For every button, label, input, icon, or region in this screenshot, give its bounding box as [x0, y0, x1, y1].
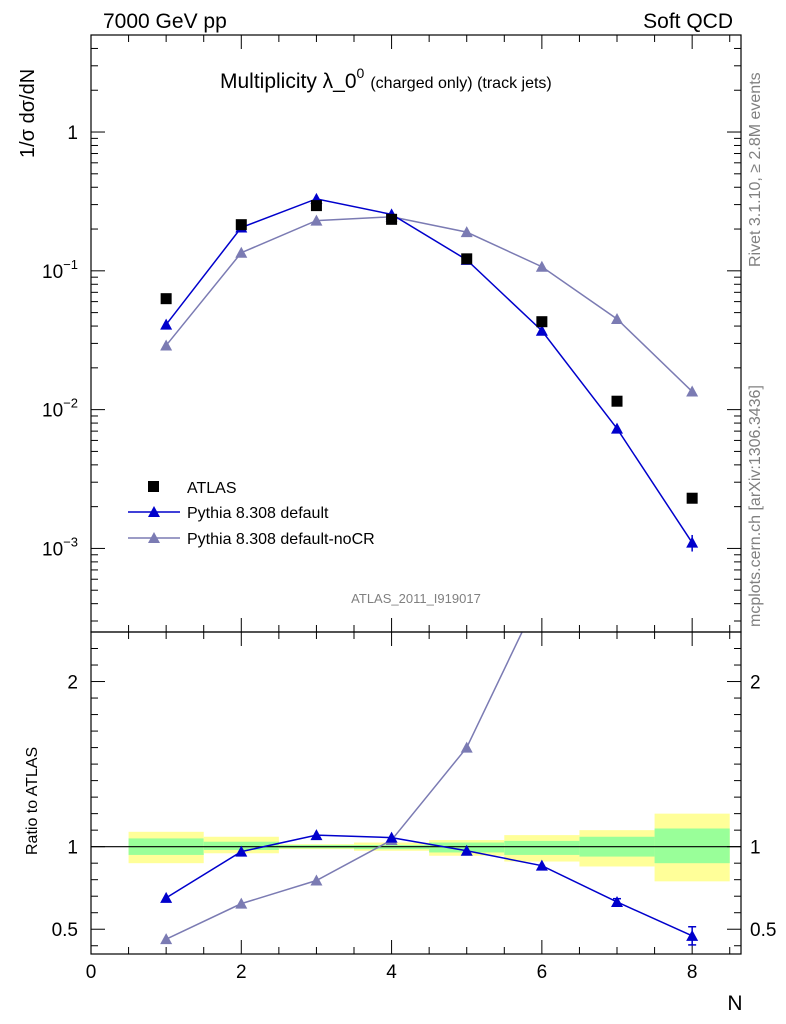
data-point-pythia-8-308-default	[535, 324, 548, 336]
data-point-pythia-8-308-default-nocr	[160, 339, 173, 351]
title-small: (charged only) (track jets)	[370, 75, 551, 92]
ratio-ytick-label-right: 0.5	[750, 920, 776, 941]
data-point-atlas	[310, 200, 322, 212]
plot-title: Multiplicity λ_00 (charged only) (track j…	[220, 65, 552, 93]
x-tick-label: 6	[537, 962, 548, 983]
data-point-pythia-8-308-default-nocr	[686, 385, 699, 397]
main-ylabel: 1/σ dσ/dN	[17, 69, 39, 158]
title-main: Multiplicity λ_0	[220, 70, 357, 93]
main-ytick-label-exponent: −1	[63, 257, 78, 272]
legend-entry-nocr: Pythia 8.308 default-noCR	[128, 531, 375, 548]
ratio-point-pythia-8-308-default	[235, 845, 248, 857]
data-point-pythia-8-308-default-nocr	[460, 226, 473, 238]
main-panel: 10−310−210−11	[42, 34, 742, 633]
legend-entry-atlas: ATLAS	[148, 480, 237, 497]
ratio-point-pythia-8-308-default	[611, 895, 624, 907]
title-superscript: 0	[357, 65, 365, 81]
legend-entry-default: Pythia 8.308 default	[128, 505, 329, 522]
main-ytick-label-base: 10	[42, 262, 63, 283]
ratio-point-pythia-8-308-default-nocr	[310, 874, 323, 886]
ratio-point-pythia-8-308-default	[385, 831, 398, 843]
ratio-point-pythia-8-308-default-nocr	[235, 897, 248, 909]
data-point-pythia-8-308-default-nocr	[235, 246, 248, 258]
main-ytick-label: 10−1	[42, 257, 78, 283]
mcplots-reference-text: mcplots.cern.ch [arXiv:1306.3436]	[747, 385, 764, 627]
data-point-pythia-8-308-default	[611, 422, 624, 434]
ratio-frame	[90, 631, 742, 955]
analysis-watermark: ATLAS_2011_I919017	[351, 591, 481, 606]
data-point-pythia-8-308-default	[160, 318, 173, 330]
data-point-atlas	[160, 293, 172, 305]
data-point-atlas	[386, 213, 398, 225]
data-point-atlas	[611, 395, 623, 407]
main-ytick-label-base: 10	[42, 539, 63, 560]
x-tick-label: 0	[86, 962, 97, 983]
data-point-atlas	[235, 219, 247, 231]
data-point-atlas	[536, 316, 548, 328]
data-point-pythia-8-308-default-nocr	[535, 260, 548, 272]
main-ytick-label: 10−2	[42, 396, 78, 422]
ratio-point-pythia-8-308-default	[460, 844, 473, 856]
ratio-panel: 0.5 0.5 1 1 2 2 0 2 4 6 8	[52, 631, 776, 983]
main-ytick-label: 1	[67, 123, 78, 144]
data-point-pythia-8-308-default-nocr	[611, 312, 624, 324]
legend-label-nocr: Pythia 8.308 default-noCR	[187, 531, 375, 548]
beam-label: 7000 GeV pp	[103, 10, 227, 33]
legend-marker-nocr	[148, 532, 160, 543]
data-point-pythia-8-308-default-nocr	[310, 214, 323, 226]
ratio-line-pythia-8-308-default	[165, 834, 693, 937]
legend-marker-default	[148, 506, 160, 517]
ratio-ylabel: Ratio to ATLAS	[24, 747, 41, 855]
x-axis-label: N	[727, 992, 742, 1015]
series-line-pythia-8-308-default-nocr	[165, 216, 693, 393]
series-line-pythia-8-308-default	[165, 198, 693, 544]
x-tick-label: 8	[687, 962, 698, 983]
main-ytick-label: 10−3	[42, 534, 78, 560]
ratio-point-pythia-8-308-default-nocr	[460, 741, 473, 753]
ratio-band-inner	[654, 828, 730, 864]
ratio-point-pythia-8-308-default	[535, 859, 548, 871]
data-point-atlas	[461, 253, 473, 265]
ratio-ytick-label-left: 2	[67, 673, 78, 694]
ratio-ytick-label-left: 1	[67, 838, 78, 859]
ratio-point-pythia-8-308-default	[686, 929, 699, 941]
ratio-point-pythia-8-308-default	[310, 829, 323, 841]
legend: ATLAS Pythia 8.308 default Pythia 8.308 …	[128, 480, 375, 548]
ratio-ytick-label-right: 2	[750, 673, 761, 694]
legend-label-default: Pythia 8.308 default	[187, 505, 329, 522]
ratio-ytick-label-right: 1	[750, 838, 761, 859]
main-ytick-label-exponent: −2	[63, 396, 78, 411]
data-point-atlas	[686, 492, 698, 504]
main-ytick-label-base: 10	[42, 401, 63, 422]
x-tick-label: 2	[236, 962, 247, 983]
legend-label-atlas: ATLAS	[187, 480, 237, 497]
rivet-version-text: Rivet 3.1.10, ≥ 2.8M events	[747, 72, 764, 267]
ratio-ytick-label-left: 0.5	[52, 920, 78, 941]
process-label: Soft QCD	[643, 10, 733, 33]
ratio-point-pythia-8-308-default	[160, 891, 173, 903]
ratio-bands	[128, 813, 730, 882]
ratio-point-pythia-8-308-default-nocr	[160, 933, 173, 945]
ratio-band-inner	[504, 840, 580, 855]
main-ytick-label-base: 1	[67, 123, 78, 144]
ratio-line-pythia-8-308-default-nocr	[165, 632, 523, 940]
legend-marker-atlas	[148, 481, 159, 492]
main-ytick-label-exponent: −3	[63, 534, 78, 549]
x-tick-label: 4	[386, 962, 397, 983]
